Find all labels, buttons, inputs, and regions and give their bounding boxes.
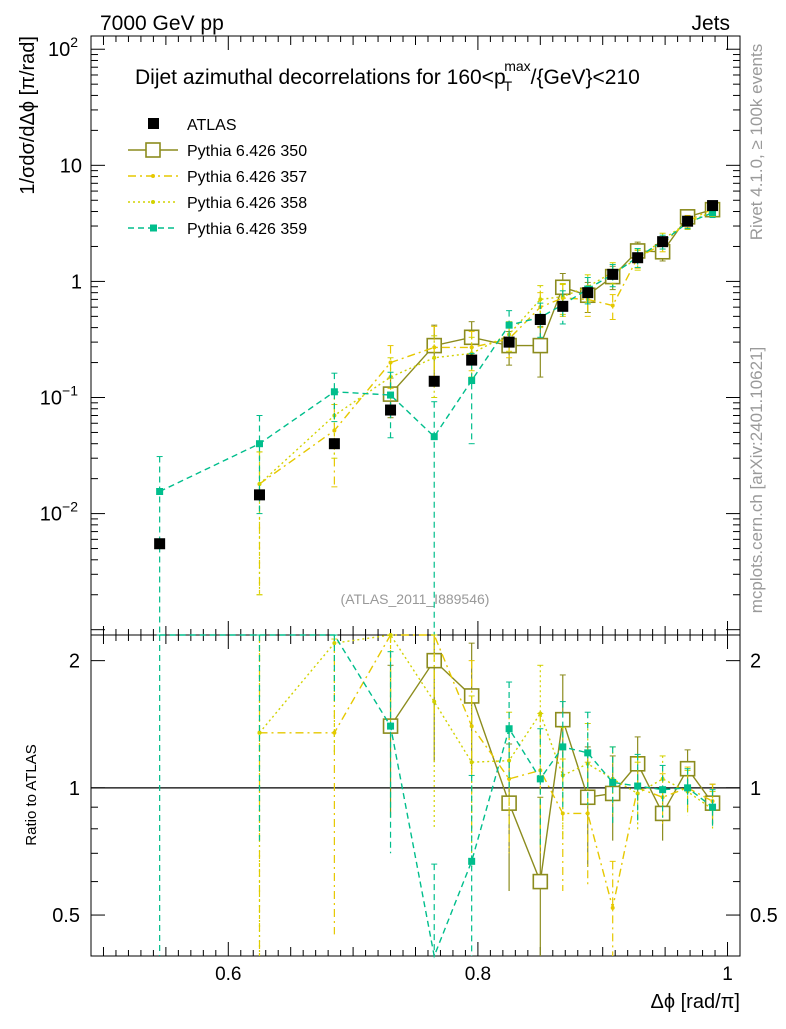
legend-label: Pythia 6.426 350: [187, 143, 307, 160]
x-tick-label: 1: [722, 964, 733, 985]
ratio-point: [559, 743, 567, 751]
atlas-point: [682, 215, 694, 227]
y-axis-label: 1/σdσ/dΔϕ [π/rad]: [17, 36, 39, 195]
atlas-point: [428, 375, 440, 387]
ratio-tick-label-right: 1: [750, 778, 761, 800]
series-point: [538, 297, 543, 302]
legend-label: Pythia 6.426 358: [187, 195, 307, 212]
series-point: [430, 433, 438, 441]
main-series: [154, 200, 721, 635]
atlas-point: [466, 354, 478, 366]
y-tick-label: 102: [48, 34, 78, 61]
atlas-point: [154, 538, 166, 550]
legend: ATLAS Pythia 6.426 350 Pythia 6.426 357 Pyt…: [128, 117, 307, 238]
ratio-line: [259, 634, 713, 909]
ratio-point: [709, 803, 717, 811]
chart-title: Dijet azimuthal decorrelations for 160<p…: [135, 58, 640, 94]
mcplots-label: mcplots.cern.ch [arXiv:2401.10621]: [747, 347, 766, 613]
ratio-point: [387, 722, 395, 730]
ratio-tick-label-left: 0.5: [52, 905, 80, 927]
series-point: [257, 481, 262, 486]
analysis-label: (ATLAS_2011_I889546): [341, 591, 490, 607]
y-tick-label: 10−2: [40, 499, 78, 526]
series-point: [468, 377, 476, 385]
atlas-point: [534, 313, 546, 325]
ratio-point: [634, 782, 642, 790]
atlas-point: [253, 489, 265, 501]
ratio-point: [659, 786, 667, 794]
ratio-point: [388, 633, 393, 637]
ratio-line: [258, 634, 713, 810]
ratio-point: [332, 730, 337, 735]
ratio-point: [585, 811, 590, 816]
ratio-line: [389, 659, 714, 885]
legend-atlas-marker: [148, 118, 159, 129]
ratio-y-axis-label: Ratio to ATLAS: [23, 744, 40, 845]
ratio-line: [159, 634, 713, 959]
atlas-point: [557, 300, 569, 312]
legend-marker: [151, 200, 155, 204]
series-point: [532, 337, 549, 354]
atlas-point: [503, 336, 515, 348]
legend-marker: [150, 224, 157, 232]
x-tick-label: 0.8: [465, 964, 491, 985]
ratio-tick-label-right: 0.5: [750, 905, 778, 927]
series-point: [432, 355, 437, 360]
ratio-point: [609, 778, 617, 786]
series-point: [330, 388, 338, 396]
ratio-point: [257, 730, 262, 735]
atlas-point: [632, 252, 644, 264]
ratio-point: [532, 873, 549, 890]
ratio-tick-label-right: 2: [750, 651, 761, 673]
ratio-point: [432, 699, 437, 704]
y-tick-label: 10−1: [40, 383, 78, 410]
atlas-point: [385, 404, 397, 416]
ratio-point: [468, 857, 476, 865]
ratio-plot-frame: [90, 634, 741, 957]
ratio-point: [507, 758, 512, 763]
title-sub: T: [504, 78, 513, 94]
ratio-point: [536, 775, 544, 783]
y-tick-label: 10: [60, 155, 82, 177]
rivet-label: Rivet 4.1.0, ≥ 100k events: [747, 44, 766, 240]
ratio-point: [610, 905, 615, 910]
legend-marker: [145, 142, 161, 158]
series-point: [505, 321, 513, 329]
x-tick-label: 0.6: [215, 964, 241, 985]
ratio-point: [684, 784, 692, 792]
title-sup: max: [504, 58, 530, 74]
axis-ticks: [90, 36, 741, 957]
series-point: [388, 360, 393, 365]
ratio-point: [635, 791, 640, 796]
ratio-point: [538, 711, 543, 716]
tick-labels: 0.6 0.8 1 102 10 1 10−1 10−2 0.5 0.5 1 1 2 2: [40, 34, 778, 985]
legend-label: Pythia 6.426 359: [187, 221, 307, 238]
ratio-point: [469, 760, 474, 765]
category-label: Jets: [691, 12, 730, 35]
y-tick-label: 1: [71, 271, 82, 293]
atlas-point: [607, 268, 619, 280]
ratio-point: [584, 749, 592, 757]
series-point: [156, 487, 164, 495]
atlas-point: [707, 200, 719, 212]
ratio-point: [505, 725, 513, 733]
legend-marker: [151, 174, 155, 178]
ratio-series: [156, 633, 721, 959]
energy-label: 7000 GeV pp: [100, 12, 224, 35]
series-point: [387, 391, 395, 399]
series-point: [255, 440, 263, 448]
atlas-point: [582, 287, 594, 299]
ratio-tick-label-left: 1: [69, 778, 80, 800]
atlas-point: [657, 236, 669, 248]
ratio-point: [332, 641, 337, 646]
series-point: [332, 428, 337, 433]
series-point: [709, 209, 717, 217]
ratio-tick-label-left: 2: [69, 651, 80, 673]
x-axis-label: Δϕ [rad/π]: [651, 991, 741, 1013]
atlas-point: [328, 438, 340, 450]
legend-label: Pythia 6.426 357: [187, 169, 307, 186]
series-point: [610, 303, 615, 308]
legend-atlas-label: ATLAS: [187, 117, 237, 134]
